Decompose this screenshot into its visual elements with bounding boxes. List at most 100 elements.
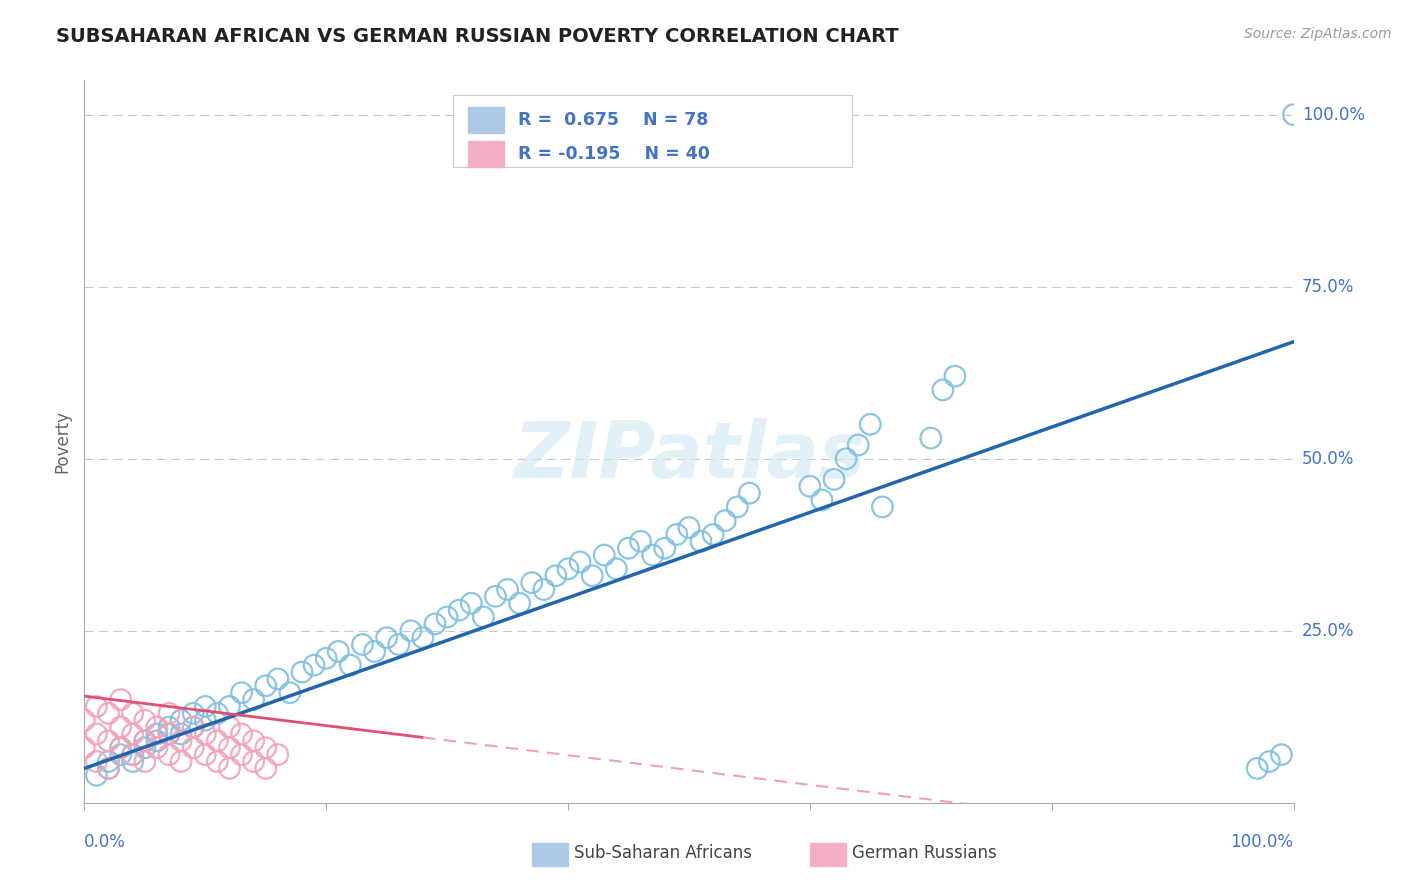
Point [121,706,143,721]
Point [484,590,506,604]
Point [254,679,277,693]
Point [943,369,966,384]
Point [170,727,193,741]
Point [557,562,579,576]
Point [1258,755,1281,769]
Point [97,761,120,775]
Text: 75.0%: 75.0% [1302,277,1354,296]
Point [702,527,724,541]
Point [339,658,361,673]
Point [134,734,156,748]
Point [110,720,132,734]
Point [581,568,603,582]
Point [207,734,229,748]
Point [146,740,169,755]
Point [86,755,108,769]
Point [181,706,204,721]
Point [181,720,204,734]
Point [181,740,204,755]
Point [1282,108,1305,122]
Point [134,755,156,769]
Point [544,568,567,582]
Point [97,706,120,721]
Point [254,740,277,755]
Point [388,638,411,652]
Point [218,720,240,734]
Point [194,727,217,741]
Text: Source: ZipAtlas.com: Source: ZipAtlas.com [1244,27,1392,41]
Point [823,472,845,486]
Point [872,500,894,514]
Point [157,727,180,741]
Point [110,740,132,755]
Point [472,610,495,624]
Point [242,692,264,706]
Text: Sub-Saharan Africans: Sub-Saharan Africans [574,845,752,863]
Point [630,534,652,549]
Point [121,747,143,762]
Point [170,755,193,769]
Point [665,527,688,541]
Point [121,747,143,762]
Point [690,534,713,549]
Point [412,631,434,645]
Y-axis label: Poverty: Poverty [53,410,72,473]
Point [110,747,132,762]
Point [328,644,350,658]
Point [509,596,531,610]
Text: 0.0%: 0.0% [84,833,127,851]
Point [920,431,942,445]
Point [738,486,761,500]
Point [97,761,120,775]
Point [146,720,169,734]
Point [593,548,616,562]
Point [846,438,869,452]
Point [725,500,748,514]
Point [86,727,108,741]
Point [423,616,446,631]
Text: German Russians: German Russians [852,845,997,863]
Point [496,582,519,597]
Bar [531,843,568,866]
Point [678,520,700,534]
Point [799,479,821,493]
Text: 50.0%: 50.0% [1302,450,1354,467]
Point [291,665,314,679]
Point [399,624,422,638]
FancyBboxPatch shape [453,95,852,167]
Point [134,740,156,755]
Point [254,761,277,775]
Point [436,610,458,624]
Point [194,699,217,714]
Point [207,755,229,769]
Point [134,734,156,748]
Point [714,514,737,528]
Point [157,706,180,721]
Point [1270,747,1292,762]
Point [835,451,858,466]
Point [86,699,108,714]
Point [181,720,204,734]
Point [170,713,193,727]
Point [218,740,240,755]
Point [73,740,96,755]
Point [86,768,108,782]
Point [617,541,640,556]
Bar [468,107,503,133]
Point [1246,761,1268,775]
Point [194,747,217,762]
Point [302,658,325,673]
Point [218,761,240,775]
Point [121,727,143,741]
Point [73,713,96,727]
Text: R =  0.675    N = 78: R = 0.675 N = 78 [519,111,709,129]
Bar [810,843,846,866]
Point [134,713,156,727]
Point [641,548,664,562]
Point [194,713,217,727]
Point [231,747,253,762]
Point [110,740,132,755]
Point [97,755,120,769]
Point [363,644,385,658]
Point [449,603,471,617]
